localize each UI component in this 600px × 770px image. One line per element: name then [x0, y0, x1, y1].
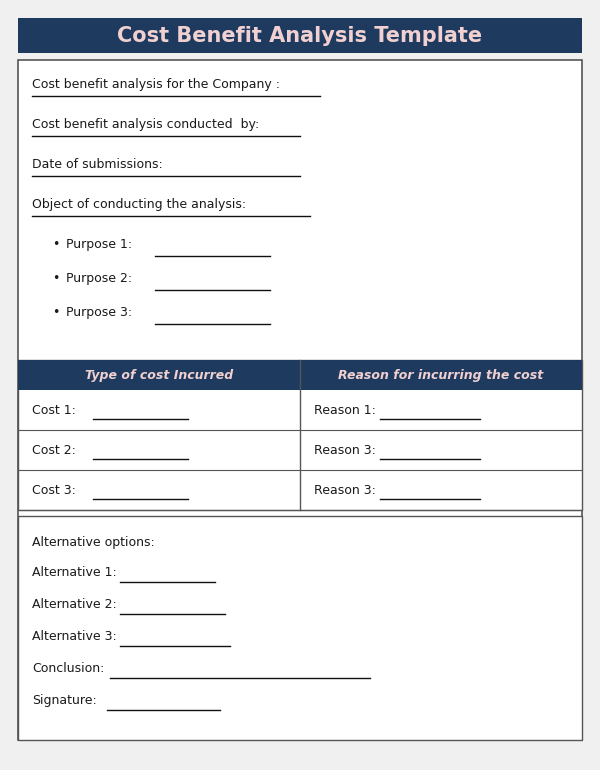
- Text: Conclusion:: Conclusion:: [32, 662, 104, 675]
- Text: Cost benefit analysis for the Company :: Cost benefit analysis for the Company :: [32, 78, 280, 91]
- Text: Type of cost Incurred: Type of cost Incurred: [85, 369, 233, 381]
- Text: Alternative options:: Alternative options:: [32, 536, 155, 549]
- Text: •: •: [52, 306, 59, 319]
- Text: Cost 3:: Cost 3:: [32, 484, 76, 497]
- Text: Reason for incurring the cost: Reason for incurring the cost: [338, 369, 544, 381]
- Text: Cost benefit analysis conducted  by:: Cost benefit analysis conducted by:: [32, 118, 259, 131]
- Bar: [18, 516, 582, 740]
- Text: Object of conducting the analysis:: Object of conducting the analysis:: [32, 198, 246, 211]
- Text: Reason 1:: Reason 1:: [314, 404, 376, 417]
- Text: Alternative 2:: Alternative 2:: [32, 598, 117, 611]
- Text: Purpose 3:: Purpose 3:: [66, 306, 132, 319]
- Bar: [18, 360, 582, 390]
- Text: Reason 3:: Reason 3:: [314, 484, 376, 497]
- Text: Cost 2:: Cost 2:: [32, 444, 76, 457]
- Text: Reason 3:: Reason 3:: [314, 444, 376, 457]
- Bar: [18, 360, 582, 510]
- Text: Signature:: Signature:: [32, 694, 97, 707]
- Text: Cost 1:: Cost 1:: [32, 404, 76, 417]
- Bar: [18, 60, 582, 740]
- Text: •: •: [52, 238, 59, 251]
- Text: Cost Benefit Analysis Template: Cost Benefit Analysis Template: [118, 25, 482, 45]
- Text: Alternative 3:: Alternative 3:: [32, 630, 117, 643]
- Text: Purpose 1:: Purpose 1:: [66, 238, 132, 251]
- Text: •: •: [52, 272, 59, 285]
- Text: Date of submissions:: Date of submissions:: [32, 158, 163, 171]
- Text: Alternative 1:: Alternative 1:: [32, 566, 117, 579]
- Bar: [18, 18, 582, 53]
- Text: Purpose 2:: Purpose 2:: [66, 272, 132, 285]
